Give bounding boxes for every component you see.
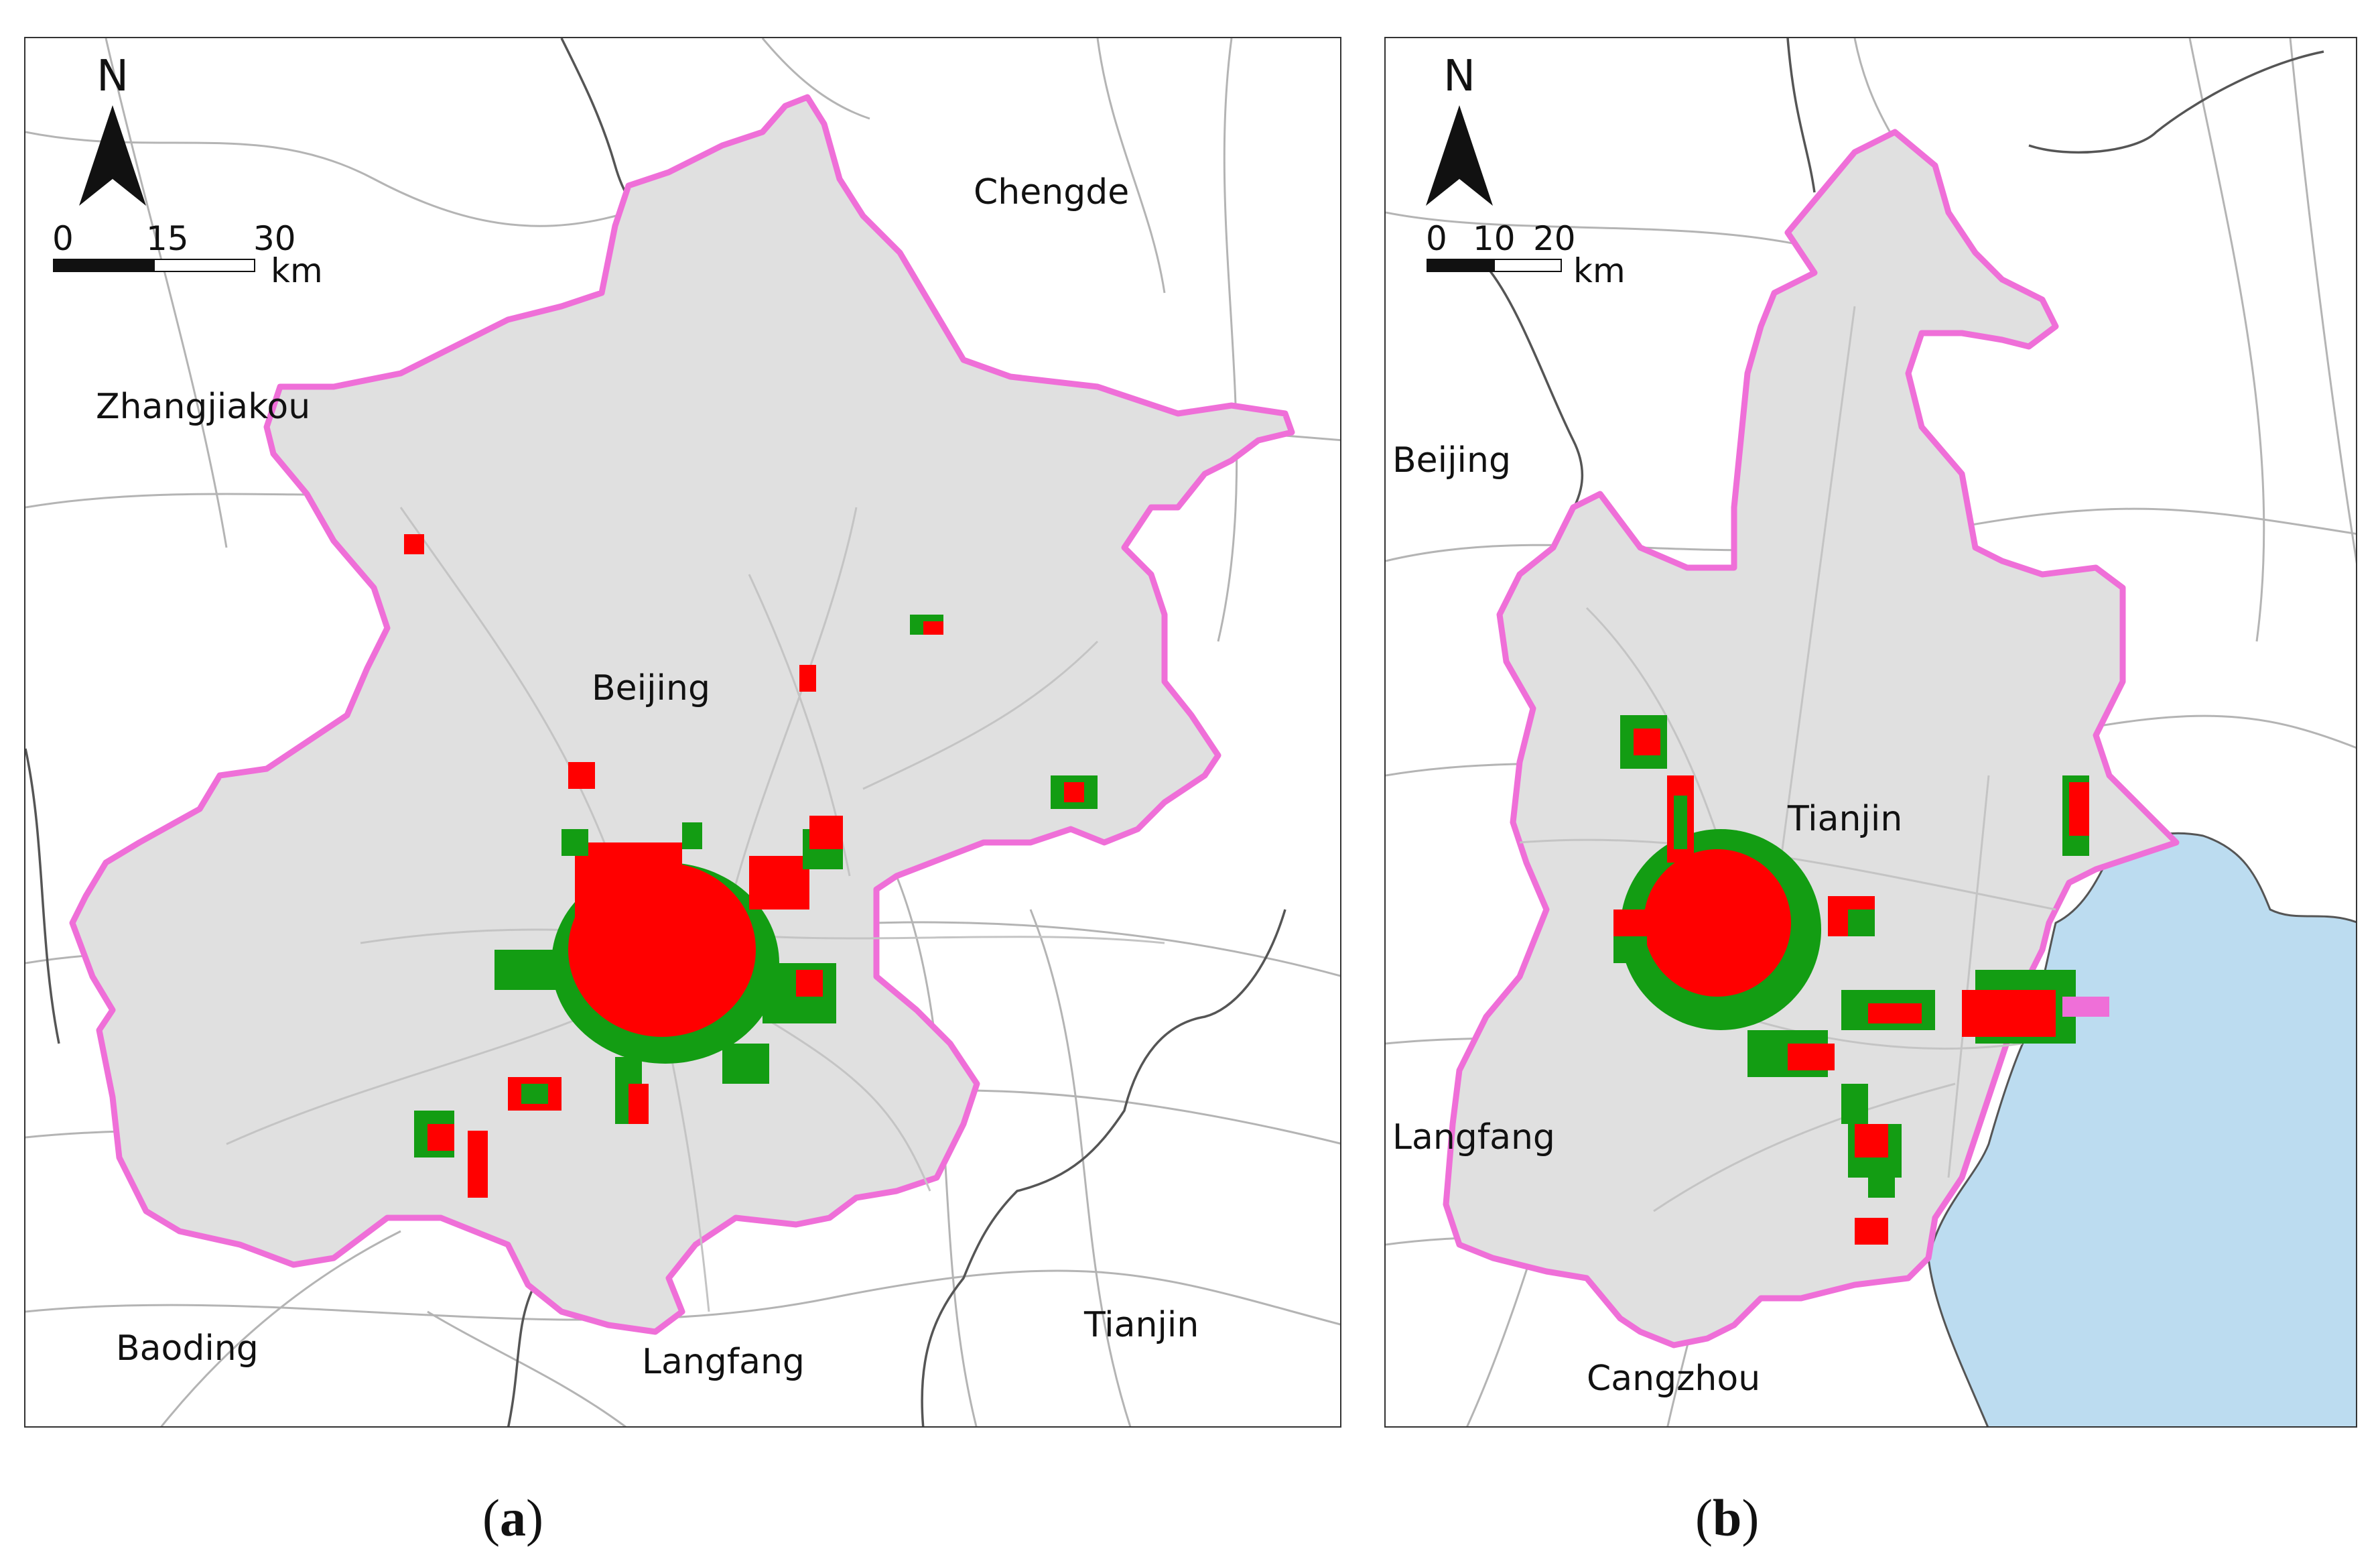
- north-arrow-icon: [1426, 105, 1493, 206]
- label-tianjin: Tianjin: [1788, 799, 1903, 839]
- scale-tick-30: 30: [253, 219, 296, 258]
- label-chengde: Chengde: [974, 172, 1130, 212]
- scale-bar-graphic: [53, 259, 255, 272]
- scale-tick-10: 10: [1473, 219, 1516, 258]
- scale-unit: km: [271, 251, 323, 290]
- map-canvas-beijing: [25, 38, 1340, 1426]
- label-zhangjiakou: Zhangjiakou: [96, 387, 311, 427]
- label-langfang: Langfang: [642, 1342, 805, 1382]
- caption-b: (b): [1695, 1489, 1760, 1547]
- map-canvas-tianjin: [1386, 38, 2356, 1426]
- scale-unit: km: [1573, 251, 1626, 290]
- urban-expansion-patches: [404, 534, 1098, 1198]
- caption-a: (a): [482, 1489, 543, 1547]
- map-panel-beijing: N 0 15 30 km Chengde Zhangjiakou Beijing…: [24, 37, 1341, 1428]
- north-arrow-icon: [79, 105, 146, 206]
- beijing-boundary: [69, 94, 1295, 1335]
- label-cangzhou: Cangzhou: [1587, 1359, 1761, 1399]
- label-beijing: Beijing: [1392, 440, 1511, 481]
- scale-tick-15: 15: [146, 219, 189, 258]
- north-letter: N: [1443, 52, 1475, 101]
- scale-tick-20: 20: [1533, 219, 1576, 258]
- label-baoding: Baoding: [116, 1328, 259, 1369]
- scale-tick-0: 0: [52, 219, 74, 258]
- label-tianjin: Tianjin: [1084, 1305, 1199, 1345]
- label-beijing: Beijing: [592, 668, 710, 708]
- north-letter: N: [96, 52, 129, 101]
- scale-tick-0: 0: [1426, 219, 1447, 258]
- caption-b-letter: b: [1712, 1489, 1742, 1547]
- map-panel-tianjin: N 0 10 20 km Beijing Tianjin Langfang Ca…: [1384, 37, 2357, 1428]
- label-langfang: Langfang: [1392, 1117, 1555, 1157]
- caption-a-letter: a: [499, 1489, 526, 1547]
- scale-bar-graphic: [1427, 259, 1562, 272]
- urban-expansion-patches: [1613, 715, 2109, 1245]
